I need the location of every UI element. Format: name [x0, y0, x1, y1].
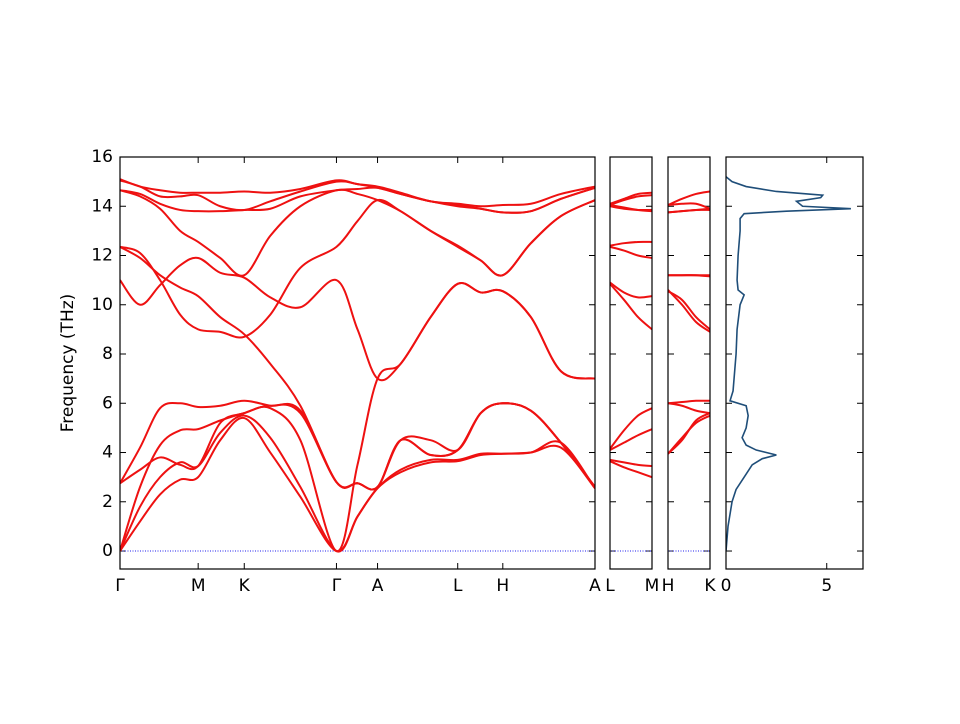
panel-frame [609, 156, 653, 570]
band [610, 194, 652, 206]
band [120, 188, 595, 277]
x-tick-label: L [453, 576, 463, 596]
band [120, 178, 595, 208]
x-tick-label: A [589, 576, 601, 596]
x-tick-label: H [496, 576, 509, 596]
x-tick-label: H [662, 576, 675, 596]
band [120, 399, 595, 491]
x-tick-label: A [372, 576, 384, 596]
band [668, 207, 710, 214]
band [610, 204, 652, 213]
band [610, 245, 652, 259]
x-tick-label: K [239, 576, 251, 596]
band [668, 412, 710, 455]
band [120, 416, 595, 553]
band [610, 460, 652, 479]
x-tick-label: Γ [332, 576, 342, 596]
x-tick-label: L [605, 576, 615, 596]
band [120, 281, 595, 553]
panel-frame [119, 156, 596, 570]
x-tick-label: 0 [721, 576, 732, 596]
x-tick-label: 5 [821, 576, 832, 596]
panel-frame [725, 156, 864, 570]
y-tick-label: 8 [102, 344, 113, 364]
x-tick-label: M [191, 576, 206, 596]
band [120, 198, 595, 339]
band [610, 428, 652, 451]
band [668, 399, 710, 405]
band [120, 179, 595, 214]
y-tick-label: 0 [102, 541, 113, 561]
band [610, 191, 652, 205]
band [668, 202, 710, 210]
band [610, 458, 652, 468]
band [120, 186, 595, 214]
x-tick-label: M [645, 576, 660, 596]
band [668, 289, 710, 333]
band [610, 283, 652, 331]
y-tick-label: 14 [91, 196, 113, 216]
band [120, 256, 595, 382]
band [668, 290, 710, 331]
x-tick-label: Γ [115, 576, 125, 596]
x-tick-label: K [704, 576, 716, 596]
y-tick-label: 10 [91, 295, 113, 315]
y-tick-label: 16 [91, 147, 113, 167]
band [668, 190, 710, 206]
dos-curve [726, 176, 851, 552]
band [120, 414, 595, 553]
band [120, 246, 595, 491]
band [668, 402, 710, 415]
y-tick-label: 4 [102, 443, 113, 463]
y-tick-label: 12 [91, 246, 113, 266]
band [610, 281, 652, 299]
y-axis-label: Frequency (THz) [58, 294, 78, 433]
y-tick-label: 6 [102, 393, 113, 413]
band [610, 240, 652, 247]
band [120, 402, 595, 491]
band [610, 407, 652, 450]
y-tick-label: 2 [102, 492, 113, 512]
panel-frame [667, 156, 711, 570]
